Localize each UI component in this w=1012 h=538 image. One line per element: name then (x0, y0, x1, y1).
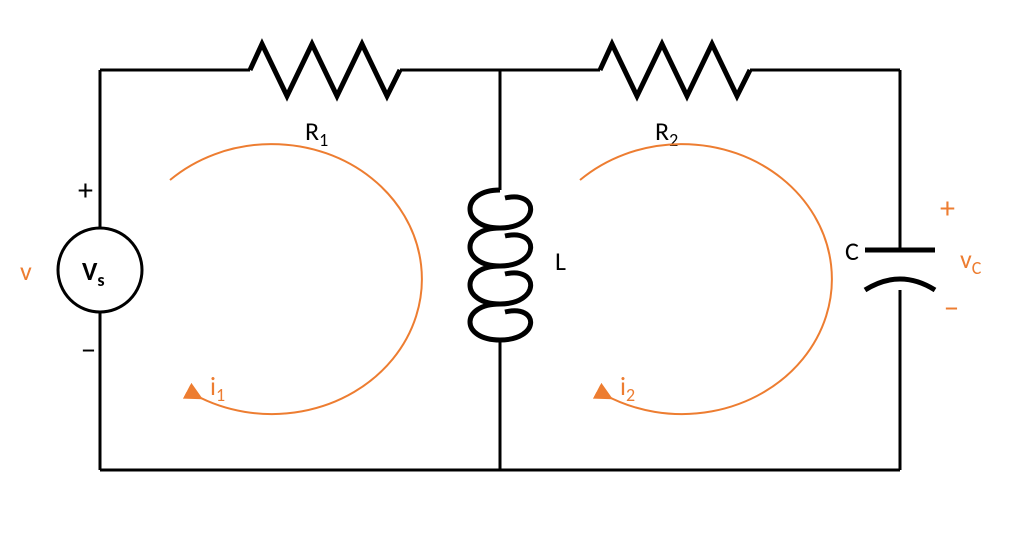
c-minus: − (944, 290, 959, 327)
capacitor-c (865, 250, 935, 290)
c-plus: + (940, 190, 955, 227)
vs-label: Vs (82, 255, 105, 291)
vc-label: vC (960, 243, 982, 279)
r1-label: R1 (305, 115, 328, 151)
loop-arc-i2 (580, 144, 832, 414)
vs-minus: − (81, 332, 96, 369)
resistor-r2 (600, 44, 750, 96)
input-v-label: v (20, 255, 32, 287)
c-label: C (845, 235, 859, 267)
loop-arc-i1 (170, 144, 422, 414)
l-label: L (555, 245, 566, 277)
i2-label: i2 (620, 370, 635, 406)
vs-plus: + (78, 172, 93, 209)
resistor-r1 (250, 44, 400, 96)
inductor-l (470, 190, 531, 340)
i1-label: i1 (210, 370, 225, 406)
